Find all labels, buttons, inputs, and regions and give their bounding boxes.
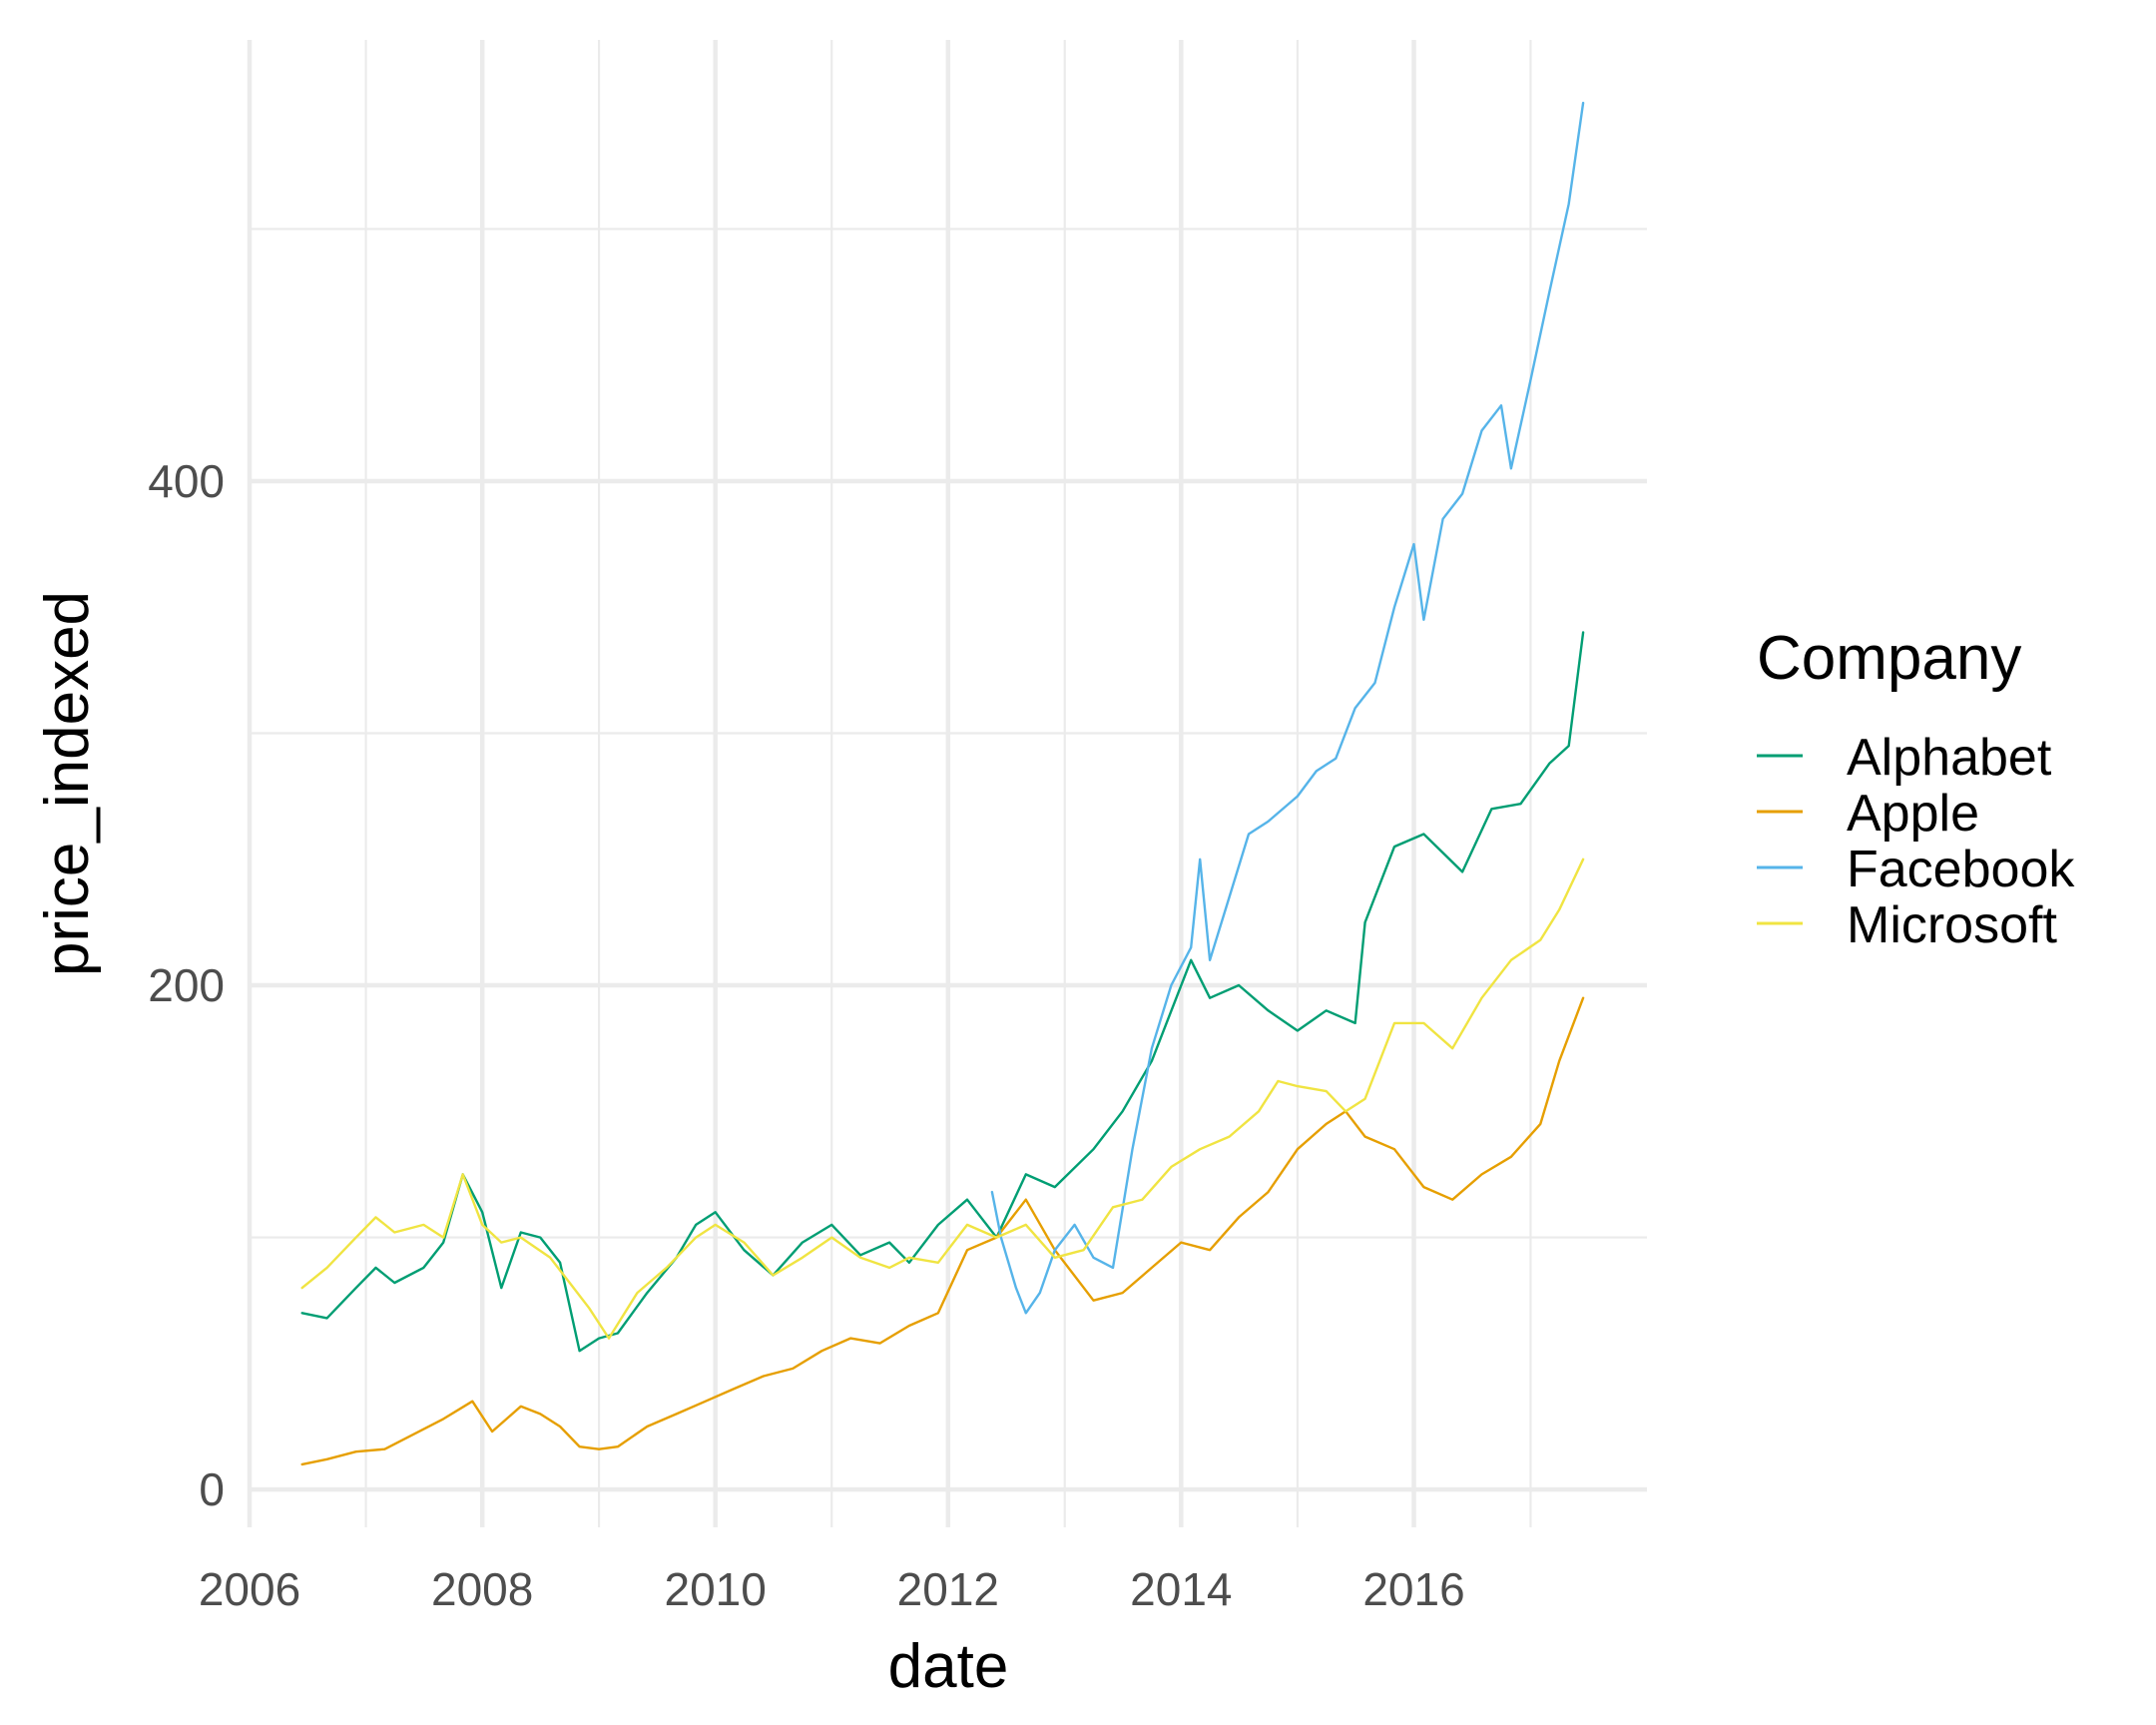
x-tick-label: 2012 [897,1563,999,1615]
legend-label-facebook: Facebook [1847,841,2075,898]
series-line-facebook [990,101,1585,1315]
series-line-apple [300,996,1585,1466]
x-tick-label: 2008 [431,1563,533,1615]
grid-lines [247,40,1647,1527]
x-tick-label: 2016 [1362,1563,1464,1615]
series-lines [300,101,1585,1466]
x-tick-label: 2010 [664,1563,766,1615]
series-line-alphabet [300,631,1585,1353]
x-axis-title: date [888,1632,1009,1701]
legend-label-alphabet: Alphabet [1847,729,2052,787]
legend-title: Company [1757,624,2021,693]
x-tick-label: 2006 [199,1563,300,1615]
legend-label-microsoft: Microsoft [1847,896,2057,954]
y-tick-label: 400 [148,455,225,507]
y-tick-label: 0 [199,1463,225,1515]
x-tick-labels: 2006 2008 2010 2012 2014 2016 [199,1563,1465,1615]
series-line-microsoft [300,858,1585,1340]
y-tick-label: 200 [148,959,225,1011]
y-axis-title: price_indexed [33,591,102,976]
x-tick-label: 2014 [1130,1563,1232,1615]
y-tick-labels: 0 200 400 [148,455,225,1515]
legend-label-apple: Apple [1847,785,1979,843]
